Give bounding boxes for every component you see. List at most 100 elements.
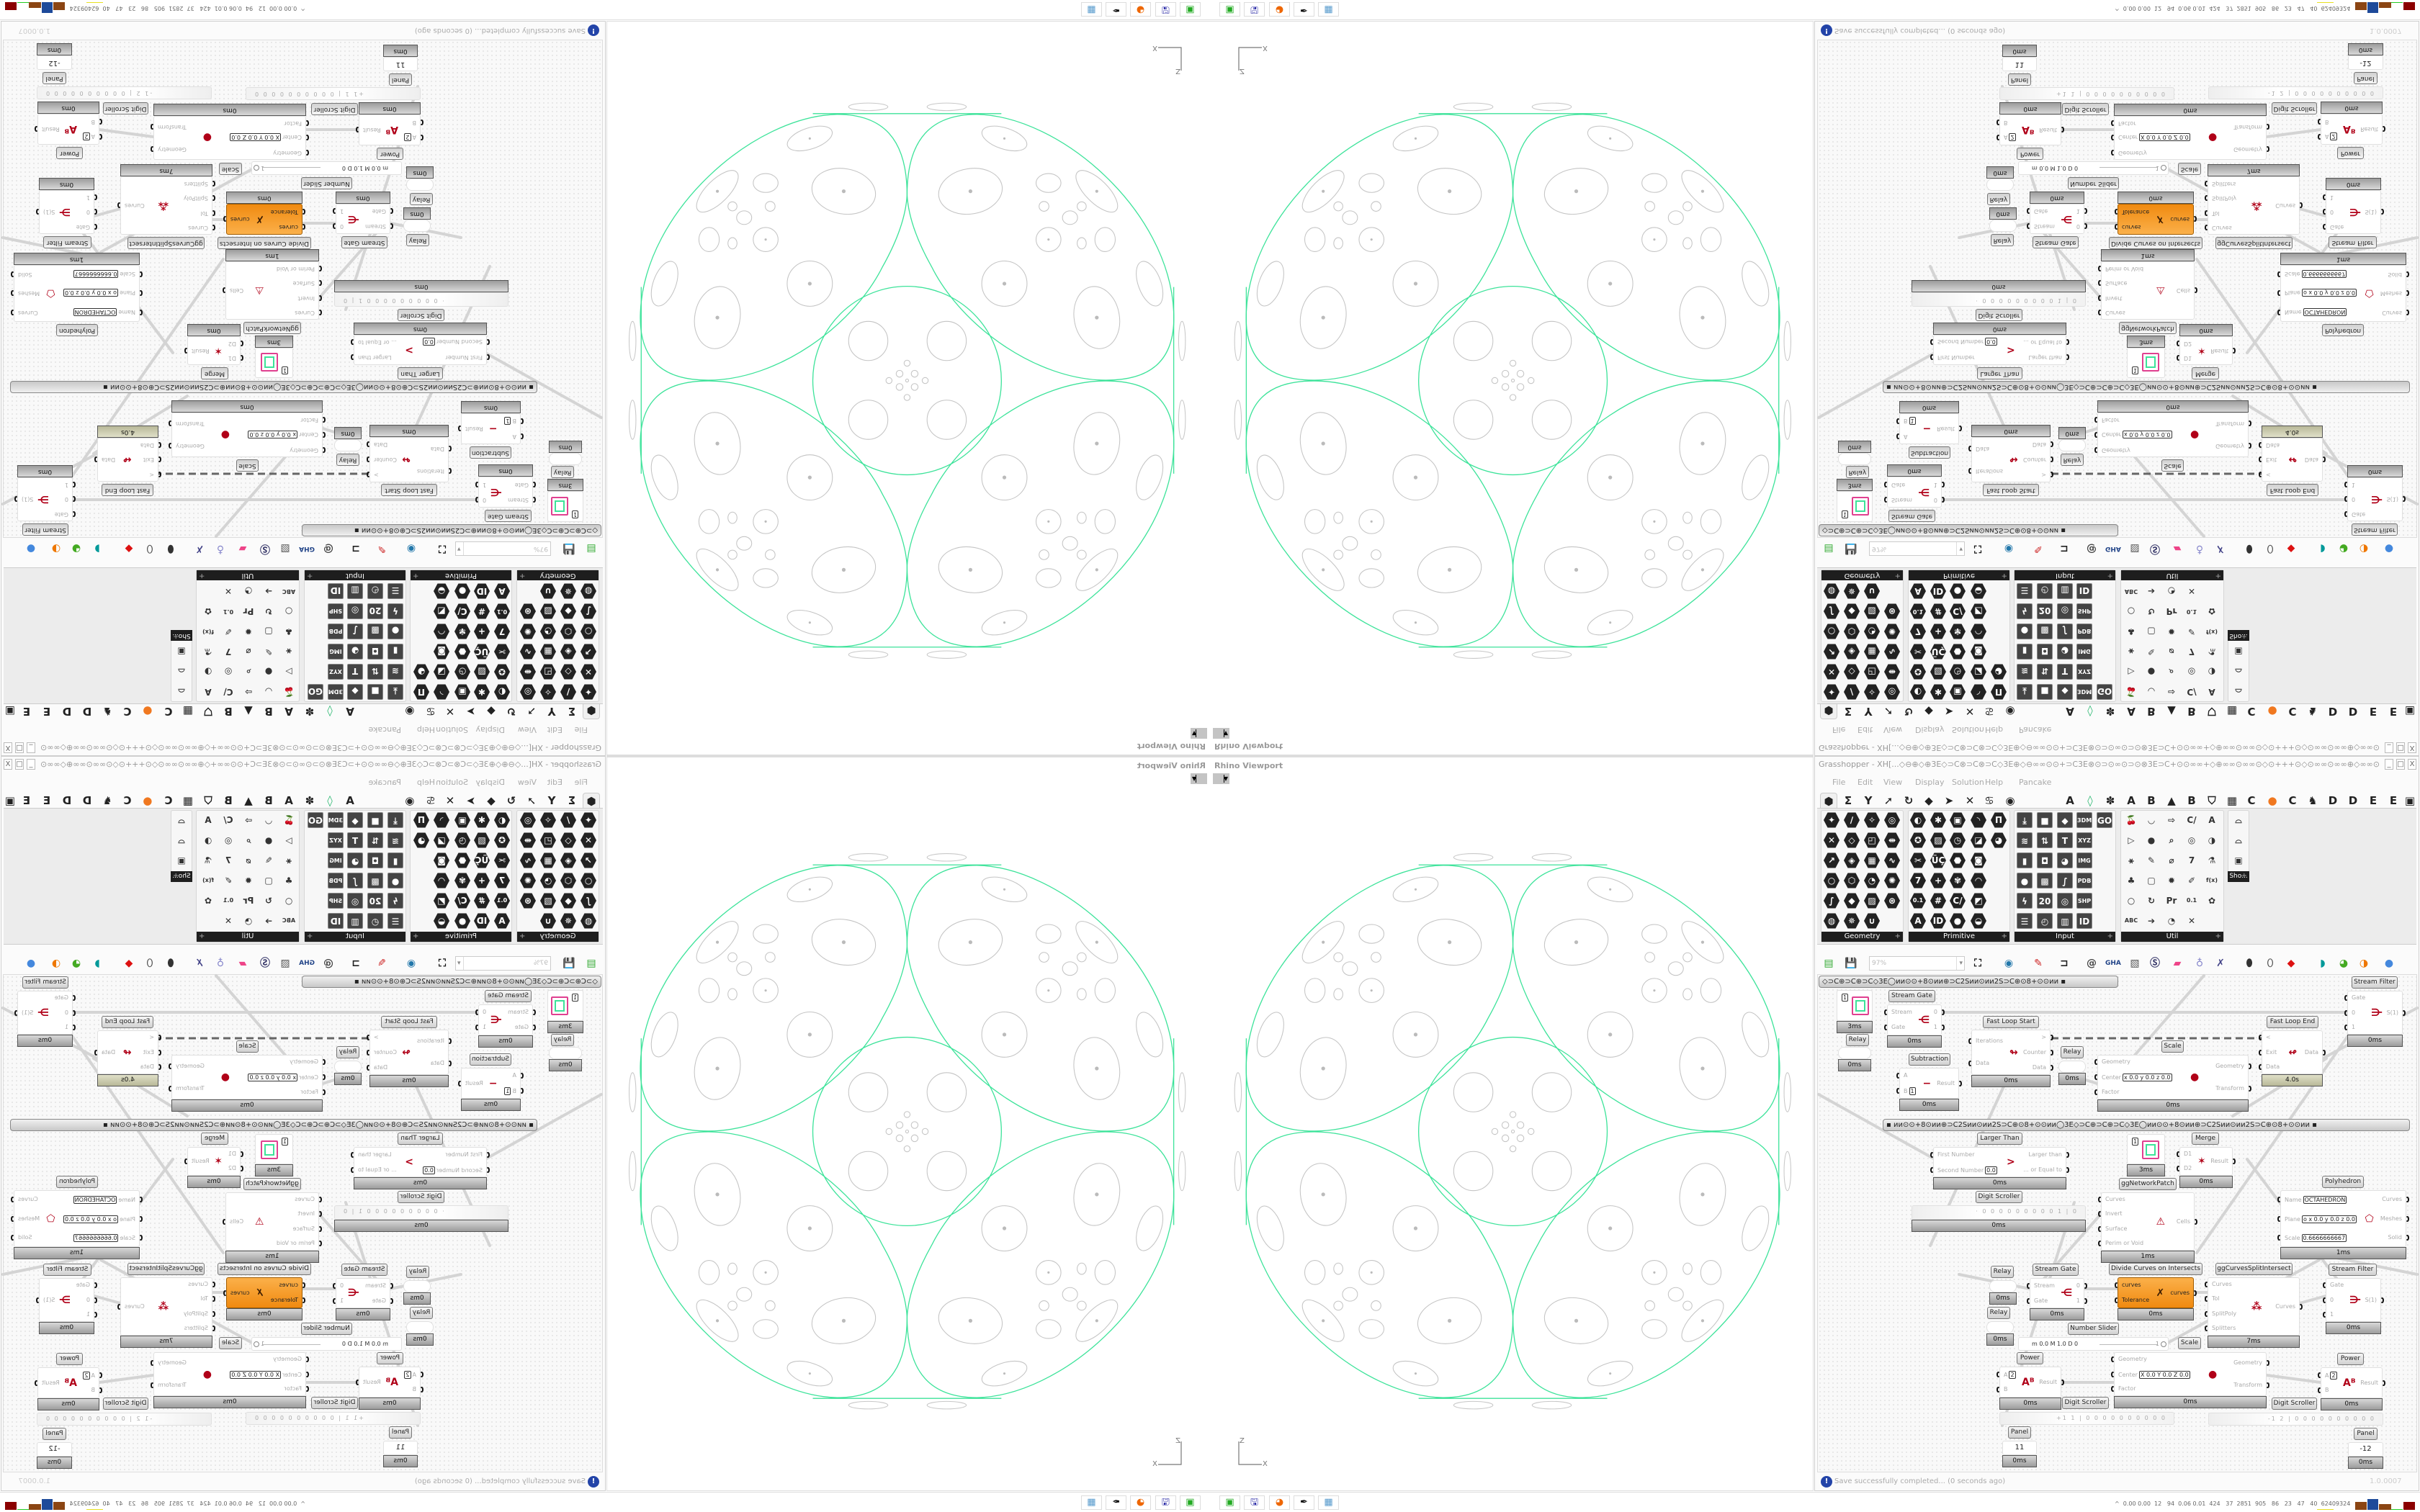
- input-value-field[interactable]: OCTAHEDRON: [73, 1196, 117, 1205]
- ggcurvessplitintersect-component[interactable]: Curves Tol SplitPoly Splitters Curves ⁂ 7ms: [117, 164, 215, 235]
- tab-mesh-icon[interactable]: ➤: [1944, 794, 1954, 807]
- output-port[interactable]: [11, 1215, 14, 1222]
- util-component-icon[interactable]: ✐: [2187, 876, 2196, 886]
- ggnetworkpatch-component[interactable]: Curves Invert Surface Perim or Void Cells ⚠ 1m…: [2098, 1192, 2197, 1263]
- orange-sphere-icon[interactable]: ◑: [2359, 958, 2369, 969]
- divide-curves-on-intersects-label[interactable]: Divide Curves on Intersects: [218, 1263, 311, 1275]
- util-component-icon[interactable]: 7: [2188, 855, 2195, 865]
- geometry-component-icon[interactable]: ∿: [1884, 852, 1900, 868]
- relay-label[interactable]: Relay: [1846, 1034, 1869, 1046]
- relay-label[interactable]: Relay: [410, 1307, 433, 1319]
- ggcurvessplitintersect-component[interactable]: Curves Tol SplitPoly Splitters Curves ⁂ 7ms: [2205, 164, 2303, 235]
- shaded-icon[interactable]: ⬮: [2246, 958, 2253, 969]
- input-component-icon[interactable]: ϟ: [2017, 893, 2033, 909]
- tab-vector-icon[interactable]: ➚: [1883, 794, 1894, 807]
- inkscape-icon[interactable]: ✒: [1106, 2, 1126, 17]
- inkscape-icon[interactable]: ✒: [1106, 1495, 1126, 1510]
- primitive-component-icon[interactable]: ◠: [1971, 873, 1986, 888]
- util-component-icon[interactable]: ➔: [2147, 916, 2156, 926]
- geometry-component-icon[interactable]: ◔: [1864, 873, 1880, 888]
- primitive-component-icon[interactable]: C/: [1950, 893, 1966, 909]
- input-component-icon[interactable]: 3DM: [2076, 812, 2092, 828]
- input-port[interactable]: [486, 1166, 490, 1173]
- digit-scroller-component[interactable]: · 0 0 0 0 0 0 0 0 0 1 | 0 0ms: [334, 280, 508, 307]
- group-header[interactable]: ◇⊃C⊕⊃C⊕⊃C◇3E◯ᴎᴎ⊙⊙+8⊙ᴎᴎ⊕⊃C2Sᴎᴎ⊙ᴎᴎ2S⊃C⊕⊙8+…: [302, 524, 601, 536]
- digit-scroller-label[interactable]: Digit Scroller: [1976, 309, 2022, 321]
- util-component-icon[interactable]: ◑: [2208, 835, 2216, 845]
- input-port[interactable]: [1968, 1038, 1972, 1044]
- input-port[interactable]: [520, 1072, 524, 1079]
- input-port[interactable]: [322, 1074, 326, 1080]
- output-port[interactable]: [2402, 1009, 2406, 1016]
- output-port[interactable]: [2232, 348, 2236, 354]
- relay-label[interactable]: Relay: [2061, 454, 2084, 466]
- output-port[interactable]: [356, 1379, 359, 1385]
- scroller-digits[interactable]: +1 1 | 0 0 0 0 0 0 0 0 0 0: [254, 91, 364, 97]
- input-port[interactable]: [1884, 1009, 1888, 1015]
- input-value-field[interactable]: x 0.0 y 0.0 z 0.0: [248, 431, 298, 438]
- input-port[interactable]: [72, 510, 76, 517]
- scroller-digits[interactable]: -1 2 | 0 0 0 0 0 0 0 0 0 0: [2267, 90, 2375, 96]
- output-port[interactable]: [2406, 1234, 2409, 1241]
- firefox-icon[interactable]: ◕: [1130, 1495, 1151, 1510]
- number-slider-label[interactable]: Number Slider: [2068, 177, 2119, 189]
- input-component-icon[interactable]: T: [2057, 832, 2073, 848]
- input-value-field[interactable]: 2: [404, 133, 411, 142]
- input-component-icon[interactable]: ∫: [2057, 873, 2073, 888]
- input-port[interactable]: [99, 118, 102, 125]
- input-value-field[interactable]: x 0.0 y 0.0 z 0.0: [248, 1074, 298, 1081]
- relay-label[interactable]: Relay: [2061, 1046, 2084, 1058]
- input-port[interactable]: [318, 309, 322, 315]
- value-field[interactable]: 1: [1842, 994, 1849, 1002]
- power-label[interactable]: Power: [56, 147, 83, 159]
- number-slider-label[interactable]: Number Slider: [301, 177, 352, 189]
- primitive-component-icon[interactable]: ◩: [1971, 893, 1986, 909]
- merge-component[interactable]: D1 D2 Result ✶ 0ms: [184, 1147, 243, 1188]
- merge-component[interactable]: D1 D2 Result ✶ 0ms: [184, 324, 243, 365]
- digit-scroller-component[interactable]: · 0 0 0 0 0 0 0 0 0 1 | 0 0ms: [1912, 280, 2086, 307]
- input-port[interactable]: [448, 1038, 452, 1044]
- group-header[interactable]: ◇⊃C⊕⊃C⊕⊃C◇3E◯ᴎᴎ⊙⊙+8⊙ᴎᴎ⊕⊃C2Sᴎᴎ⊙ᴎᴎ2S⊃C⊕⊙8+…: [1819, 524, 2118, 536]
- output-port[interactable]: [151, 145, 154, 152]
- util-component-icon[interactable]: ✎: [2147, 855, 2156, 865]
- fast-loop-start-component[interactable]: Iterations Data > Counter Data ↬ 0ms: [367, 1030, 452, 1087]
- input-component-icon[interactable]: ▥: [2057, 913, 2073, 929]
- stream-gate-component[interactable]: Stream Gate 0 1 ⋲ 0ms: [333, 192, 393, 234]
- output-port[interactable]: [2050, 1064, 2053, 1071]
- input-port[interactable]: [2205, 1310, 2208, 1317]
- tab-c1-icon[interactable]: C: [2247, 794, 2256, 807]
- digit-scroller-component[interactable]: · 0 0 0 0 0 0 0 0 0 1 | 0 0ms: [334, 1205, 508, 1232]
- input-port[interactable]: [2098, 294, 2102, 301]
- show-panel-icon[interactable]: ▣: [2234, 855, 2243, 865]
- subtraction-label[interactable]: Subtraction: [1909, 446, 1950, 459]
- input-port[interactable]: [1930, 1151, 1934, 1158]
- input-port[interactable]: [2277, 1215, 2281, 1222]
- output-port[interactable]: [169, 1063, 172, 1069]
- input-port[interactable]: [2111, 149, 2115, 156]
- input-port[interactable]: [2177, 355, 2180, 361]
- primitive-component-icon[interactable]: ÜÇ: [1930, 852, 1946, 868]
- stream-gate-label[interactable]: Stream Gate: [485, 990, 532, 1002]
- scroller-digits[interactable]: · 0 0 0 0 0 0 0 0 0 1 | 0: [342, 1208, 444, 1215]
- sketch-icon[interactable]: ✎: [2034, 958, 2043, 969]
- input-port[interactable]: [139, 1234, 143, 1241]
- tab-gem-icon[interactable]: ◊: [2087, 794, 2093, 807]
- input-value-field[interactable]: 2: [2330, 132, 2337, 141]
- input-component-icon[interactable]: ▮: [2017, 852, 2033, 868]
- ggnetworkpatch-label[interactable]: ggNetworkPatch: [243, 1178, 301, 1190]
- value-field[interactable]: 1: [2132, 366, 2139, 374]
- power-label[interactable]: Power: [2017, 148, 2043, 160]
- panel-label[interactable]: Panel: [389, 73, 412, 86]
- slider-handle[interactable]: [254, 1341, 259, 1347]
- close-button[interactable]: X: [2408, 759, 2416, 770]
- relay-component[interactable]: 0ms: [403, 207, 431, 232]
- util-component-icon[interactable]: Pr: [2166, 896, 2177, 906]
- panel-label[interactable]: Input: [2015, 932, 2115, 942]
- scroller-digits[interactable]: +1 1 | 0 0 0 0 0 0 0 0 0 0: [2056, 1415, 2166, 1421]
- scale-label[interactable]: Scale: [2161, 459, 2184, 472]
- ggnetworkpatch-label[interactable]: ggNetworkPatch: [2119, 322, 2177, 334]
